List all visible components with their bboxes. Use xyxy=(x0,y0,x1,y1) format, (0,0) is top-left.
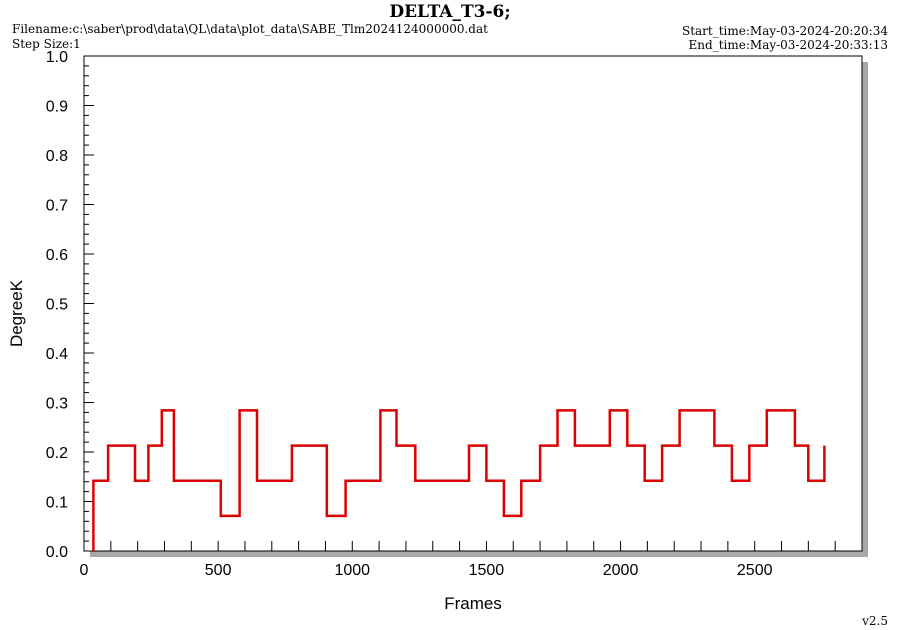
y-tick-label: 0.1 xyxy=(46,495,68,512)
series-line xyxy=(92,409,826,551)
y-tick-label: 1.0 xyxy=(46,49,68,66)
y-tick-label: 0.9 xyxy=(46,99,68,116)
x-tick-label: 2500 xyxy=(737,562,773,579)
y-tick-label: 0.4 xyxy=(46,346,68,363)
chart-title: DELTA_T3-6; xyxy=(389,2,511,22)
x-tick-label: 2000 xyxy=(603,562,639,579)
start-time-label: Start_time:May-03-2024-20:20:34 xyxy=(681,24,888,38)
version-label: v2.5 xyxy=(862,614,888,628)
x-tick-label: 500 xyxy=(205,562,232,579)
x-tick-label: 0 xyxy=(80,562,89,579)
x-tick-label: 1000 xyxy=(334,562,370,579)
y-axis-label: DegreeK xyxy=(7,279,26,347)
step-size-label: Step Size:1 xyxy=(12,37,81,51)
x-axis: 0 500 1000 1500 2000 2500 xyxy=(80,541,836,579)
filename-label: Filename:c:\saber\prod\data\QL\data\plot… xyxy=(12,22,488,36)
x-axis-label: Frames xyxy=(444,594,502,613)
y-axis: 0.0 0.1 0.2 0.3 0.4 0.5 0.6 0.7 0.8 0.9 1.0 xyxy=(46,49,94,561)
y-tick-label: 0.0 xyxy=(46,544,68,561)
y-tick-label: 0.8 xyxy=(46,148,68,165)
y-tick-label: 0.5 xyxy=(46,297,68,314)
y-tick-label: 0.2 xyxy=(46,445,68,462)
y-tick-label: 0.7 xyxy=(46,198,68,215)
end-time-label: End_time:May-03-2024-20:33:13 xyxy=(688,38,888,52)
x-tick-label: 1500 xyxy=(469,562,505,579)
y-tick-label: 0.3 xyxy=(46,396,68,413)
y-tick-label: 0.6 xyxy=(46,247,68,264)
plot-area xyxy=(83,55,863,552)
